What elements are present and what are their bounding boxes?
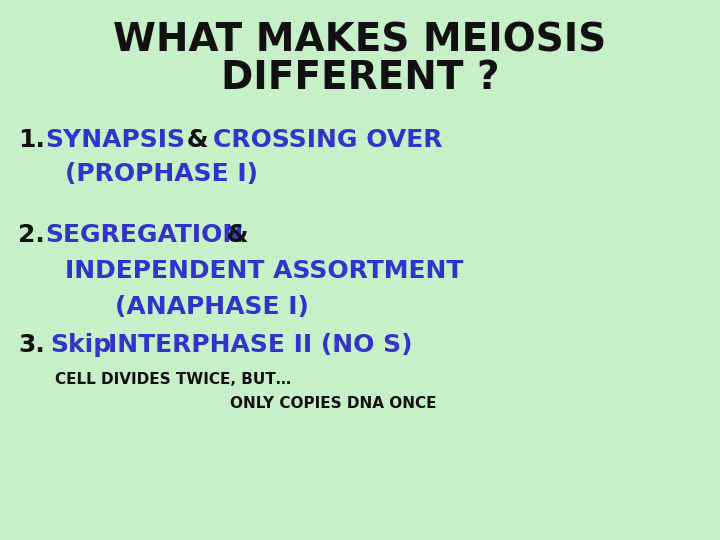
Text: ONLY COPIES DNA ONCE: ONLY COPIES DNA ONCE: [230, 395, 436, 410]
Text: Skip: Skip: [50, 333, 111, 357]
Text: INTERPHASE II (NO S): INTERPHASE II (NO S): [108, 333, 413, 357]
Text: 3.: 3.: [18, 333, 45, 357]
Text: CROSSING OVER: CROSSING OVER: [213, 128, 443, 152]
Text: (ANAPHASE I): (ANAPHASE I): [115, 295, 309, 319]
Text: INDEPENDENT ASSORTMENT: INDEPENDENT ASSORTMENT: [65, 259, 464, 283]
Text: WHAT MAKES MEIOSIS: WHAT MAKES MEIOSIS: [113, 21, 607, 59]
Text: (PROPHASE I): (PROPHASE I): [65, 162, 258, 186]
Text: &: &: [218, 223, 257, 247]
Text: 1.: 1.: [18, 128, 45, 152]
Text: SYNAPSIS: SYNAPSIS: [45, 128, 185, 152]
Text: DIFFERENT ?: DIFFERENT ?: [221, 59, 499, 97]
Text: CELL DIVIDES TWICE, BUT…: CELL DIVIDES TWICE, BUT…: [55, 373, 291, 388]
Text: 2.: 2.: [18, 223, 45, 247]
Text: SEGREGATION: SEGREGATION: [45, 223, 243, 247]
Text: &: &: [178, 128, 217, 152]
